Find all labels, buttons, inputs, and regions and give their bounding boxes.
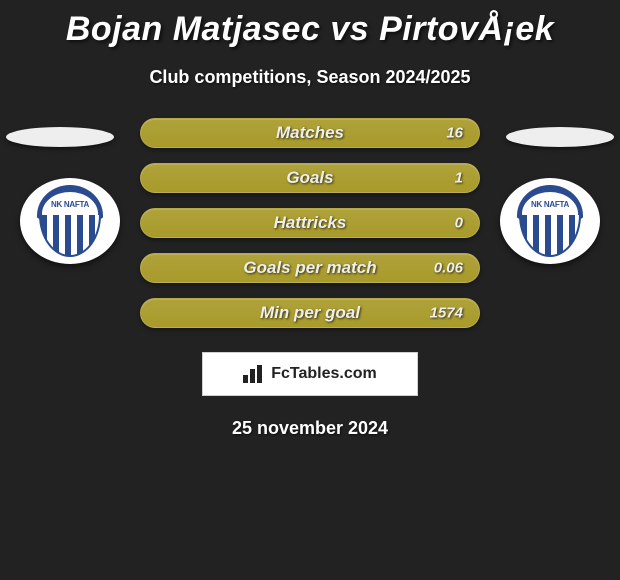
stat-bar-min-per-goal: Min per goal 1574: [140, 298, 480, 328]
brand-box: FcTables.com: [202, 352, 418, 396]
stat-label: Goals per match: [243, 258, 376, 278]
badge-text-right: NK NAFTA: [531, 200, 569, 209]
snapshot-date: 25 november 2024: [0, 418, 620, 439]
stat-label: Min per goal: [260, 303, 360, 323]
stat-row: Min per goal 1574: [0, 298, 620, 328]
stat-label: Hattricks: [274, 213, 347, 233]
comparison-title: Bojan Matjasec vs PirtovÅ¡ek: [0, 0, 620, 49]
comparison-subtitle: Club competitions, Season 2024/2025: [0, 67, 620, 88]
stat-bar-matches: Matches 16: [140, 118, 480, 148]
stat-value: 0.06: [434, 260, 463, 277]
stat-value: 16: [446, 125, 463, 142]
left-team-badge: NK NAFTA: [20, 178, 120, 264]
left-player-ellipse: [6, 127, 114, 147]
stat-bar-hattricks: Hattricks 0: [140, 208, 480, 238]
bars-icon: [243, 365, 265, 383]
stat-label: Goals: [286, 168, 333, 188]
stat-bar-goals-per-match: Goals per match 0.06: [140, 253, 480, 283]
stat-value: 0: [455, 215, 463, 232]
stat-bar-goals: Goals 1: [140, 163, 480, 193]
right-team-badge: NK NAFTA: [500, 178, 600, 264]
stat-value: 1: [455, 170, 463, 187]
stat-value: 1574: [430, 305, 463, 322]
shield-icon: NK NAFTA: [515, 185, 585, 257]
right-player-ellipse: [506, 127, 614, 147]
badge-text-left: NK NAFTA: [51, 200, 89, 209]
stat-label: Matches: [276, 123, 344, 143]
shield-icon: NK NAFTA: [35, 185, 105, 257]
brand-name: FcTables.com: [271, 365, 377, 383]
